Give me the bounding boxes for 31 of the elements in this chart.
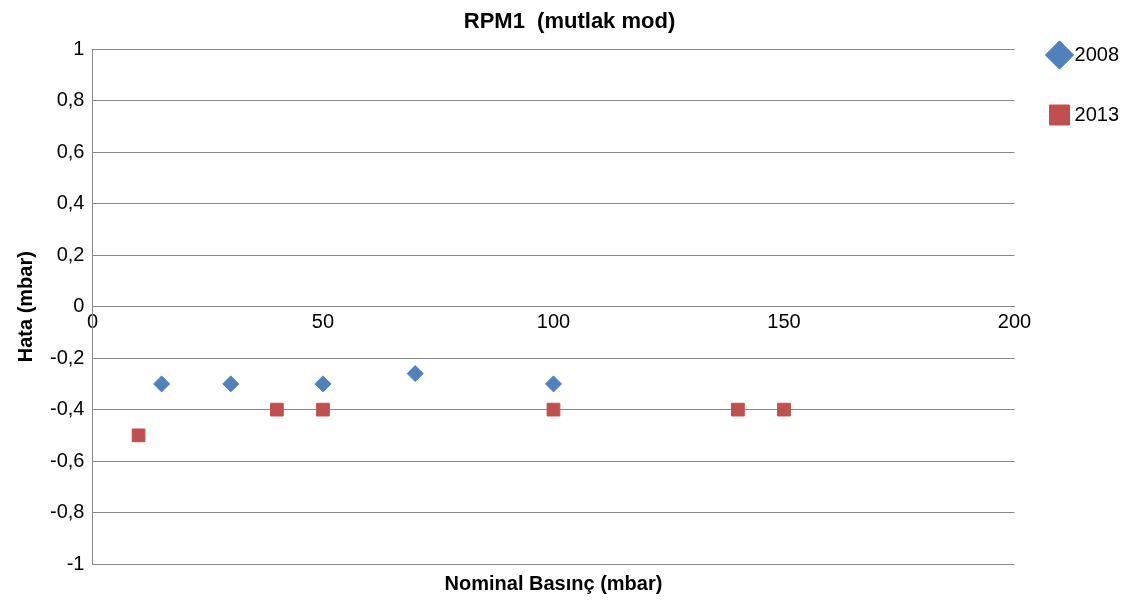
legend-label: 2008 [1074,42,1120,65]
y-tick-label: -0,2 [49,345,85,368]
y-tick-label: -0,8 [49,500,85,523]
y-tick-label: 0,8 [56,88,85,111]
point [270,402,284,417]
x-tick-label: 200 [997,310,1032,333]
point [544,375,562,393]
point [316,402,330,417]
legend-label: 2013 [1074,102,1120,125]
x-tick-label: 100 [536,310,571,333]
point [131,428,146,443]
point [153,375,171,393]
y-tick-label: 0,2 [56,242,85,265]
point [406,365,424,383]
point [314,375,332,393]
y-tick-label: -0,4 [49,397,85,420]
point [546,402,561,417]
y-tick-label: -0,6 [49,448,85,471]
x-axis-title: Nominal Basınç (mbar) [444,571,663,594]
point [731,402,745,417]
y-axis-title: Hata (mbar) [13,251,36,363]
y-tick-label: -1 [66,551,85,574]
y-tick-label: 0 [73,294,85,317]
point [222,375,240,393]
point [777,402,791,417]
y-tick-label: 0,6 [56,139,85,162]
x-tick-label: 150 [767,310,801,333]
y-tick-label: 1 [73,36,85,59]
chart-title: RPM1 (mutlak mod) [463,8,676,34]
x-tick-label: 50 [311,310,335,333]
y-tick-label: 0,4 [56,191,85,214]
